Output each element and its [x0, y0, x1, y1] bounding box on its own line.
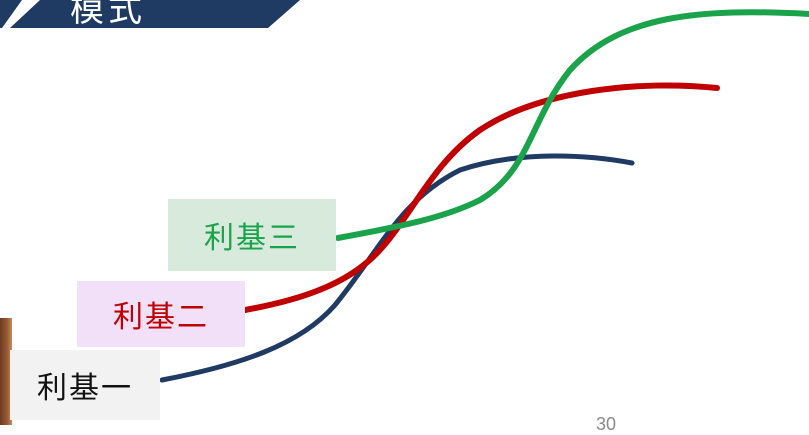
- curve-3-label: 利基三: [168, 199, 336, 271]
- title-banner: 模式: [10, 0, 300, 30]
- s-curves-diagram: [159, 9, 809, 383]
- slide-title: 模式: [70, 0, 146, 30]
- curve-2: [242, 82, 720, 313]
- curve-2-label: 利基二: [77, 281, 245, 347]
- curve-3: [335, 9, 809, 241]
- photo-edge: [0, 318, 12, 425]
- curve-1-label: 利基一: [10, 350, 160, 420]
